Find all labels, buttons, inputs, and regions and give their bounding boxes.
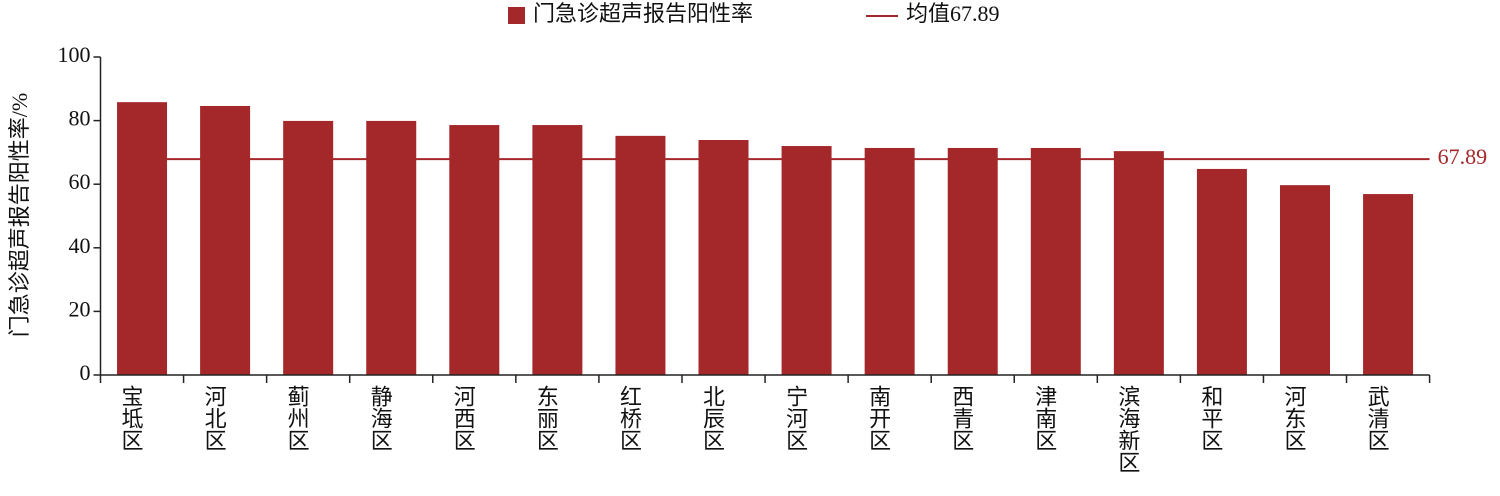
x-tick-label: 河北区 xyxy=(202,385,227,451)
bar xyxy=(947,147,998,375)
x-tick-label: 东丽区 xyxy=(534,385,559,451)
y-tick-label: 60 xyxy=(69,169,91,194)
x-tick-label: 津南区 xyxy=(1032,385,1057,451)
x-tick-label: 静海区 xyxy=(368,385,393,451)
y-tick-label: 80 xyxy=(69,106,91,131)
x-tick-label: 宁河区 xyxy=(783,385,808,451)
bar xyxy=(532,125,583,375)
bar xyxy=(1196,168,1247,375)
legend-label: 门急诊超声报告阳性率 xyxy=(533,1,753,26)
legend-label: 均值67.89 xyxy=(906,1,1000,26)
bar xyxy=(864,147,915,375)
legend-swatch xyxy=(508,7,525,24)
mean-label: 67.89 xyxy=(1438,144,1488,169)
bar xyxy=(449,125,500,375)
bar xyxy=(1030,147,1081,375)
y-tick-label: 20 xyxy=(69,296,91,321)
x-tick-label: 红桥区 xyxy=(617,385,642,451)
y-tick-label: 40 xyxy=(69,233,91,258)
bar xyxy=(781,146,832,375)
bar xyxy=(366,120,417,375)
bar xyxy=(200,105,251,376)
y-axis-label: 门急诊超声报告阳性率/% xyxy=(7,93,32,337)
bar xyxy=(1279,185,1330,375)
x-tick-label: 南开区 xyxy=(866,385,891,451)
bar xyxy=(1113,151,1164,375)
bar xyxy=(1363,194,1414,375)
y-tick-label: 100 xyxy=(58,42,91,67)
x-tick-label: 武清区 xyxy=(1365,385,1390,451)
x-tick-label: 河西区 xyxy=(451,385,476,451)
x-tick-label: 北辰区 xyxy=(700,385,725,451)
x-tick-label: 宝坻区 xyxy=(119,385,144,451)
x-tick-label: 和平区 xyxy=(1198,385,1223,451)
x-tick-label: 蓟州区 xyxy=(285,385,310,451)
bar xyxy=(615,135,666,375)
x-tick-label: 滨海新区 xyxy=(1115,385,1140,473)
bar xyxy=(698,139,749,375)
bar xyxy=(117,102,168,375)
x-tick-label: 河东区 xyxy=(1281,385,1306,451)
y-tick-label: 0 xyxy=(80,360,91,385)
bar xyxy=(283,120,334,375)
x-tick-label: 西青区 xyxy=(949,385,974,451)
